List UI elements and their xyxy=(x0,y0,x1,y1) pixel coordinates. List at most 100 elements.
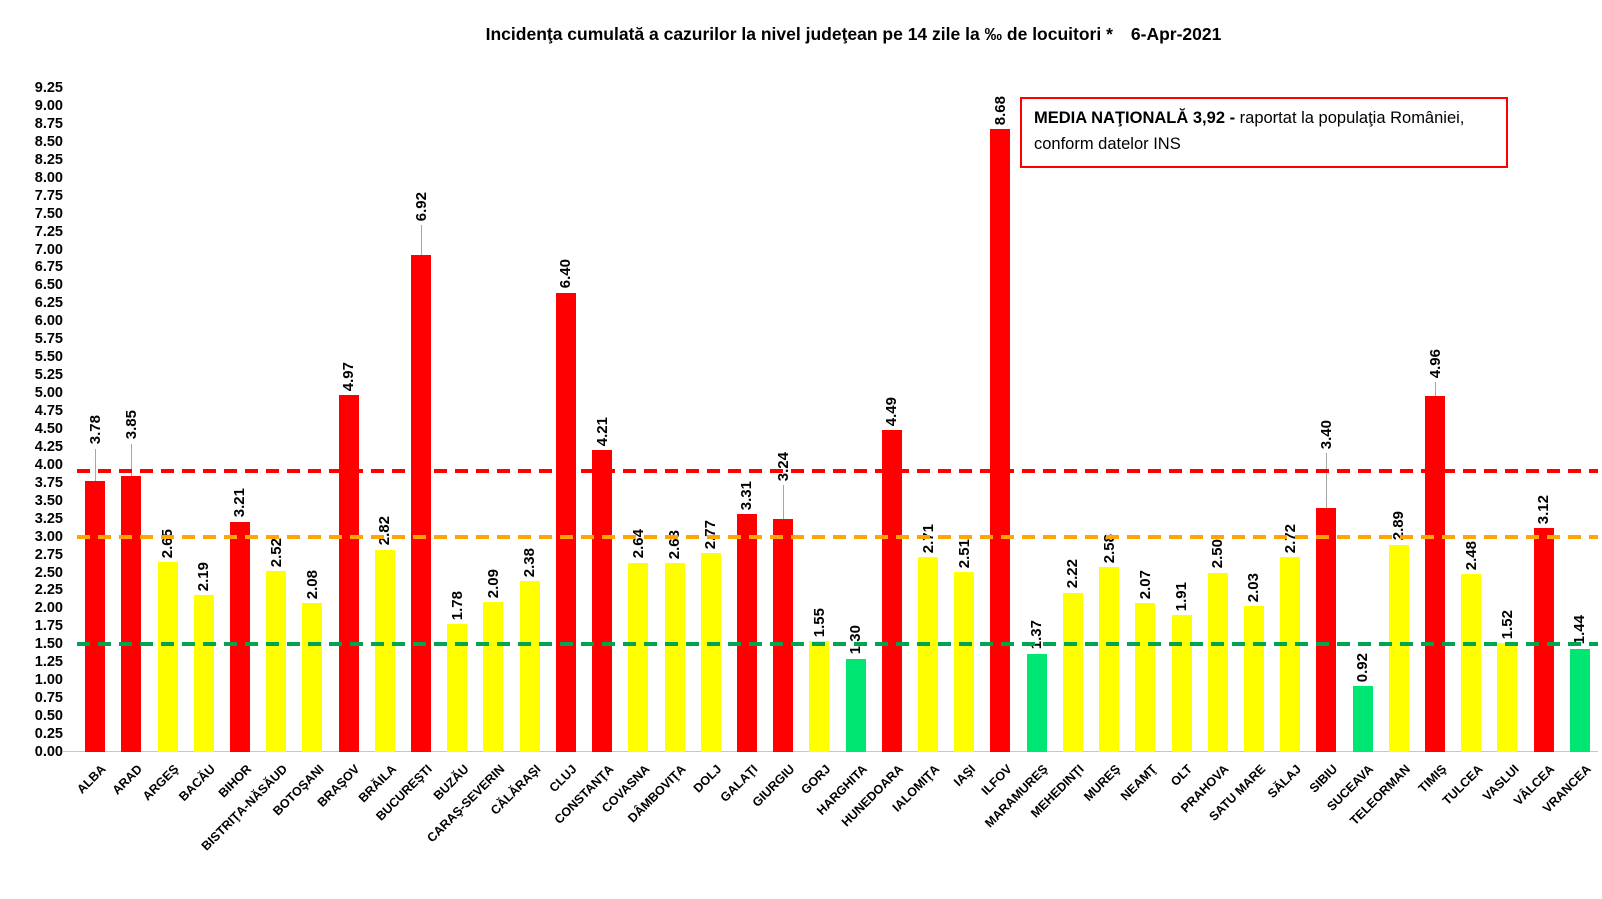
bar xyxy=(447,624,468,752)
bar xyxy=(1388,544,1409,752)
bar-value-label: 3.31 xyxy=(735,481,759,510)
bar-value-text: 2.07 xyxy=(1136,570,1154,600)
y-tick-label: 4.50 xyxy=(34,420,63,437)
bar-value-label: 1.78 xyxy=(445,591,469,620)
bar xyxy=(1352,685,1373,752)
y-tick-label: 1.75 xyxy=(34,618,63,635)
bar-value-text: 2.82 xyxy=(376,516,394,546)
y-tick-label: 7.50 xyxy=(34,205,63,222)
y-tick-label: 8.50 xyxy=(34,133,63,150)
bar xyxy=(773,519,794,752)
x-axis-label: IAŞI xyxy=(951,762,979,790)
bar xyxy=(121,475,142,752)
bar xyxy=(193,594,214,752)
bar-value-text: 2.22 xyxy=(1064,559,1082,589)
bar-value-text: 8.68 xyxy=(991,95,1009,125)
y-tick-label: 5.75 xyxy=(34,331,63,348)
y-tick-label: 5.50 xyxy=(34,349,63,366)
x-axis-label: DOLJ xyxy=(691,762,725,796)
bar xyxy=(918,557,939,752)
y-tick-label: 6.50 xyxy=(34,277,63,294)
bar-value-text: 6.92 xyxy=(412,192,430,222)
y-tick-label: 3.75 xyxy=(34,474,63,491)
value-leader-line xyxy=(421,225,423,256)
bar-value-label: 2.65 xyxy=(156,529,180,558)
y-tick-label: 8.75 xyxy=(34,115,63,132)
bar-value-text: 1.44 xyxy=(1571,615,1589,645)
bar-value-label: 1.91 xyxy=(1170,582,1194,611)
y-tick-label: 7.00 xyxy=(34,241,63,258)
x-axis-label: MARAMUREŞ xyxy=(982,762,1051,831)
x-axis-label: OLT xyxy=(1168,762,1196,789)
chart-date: 6-Apr-2021 xyxy=(1130,24,1222,44)
bar xyxy=(1135,603,1156,752)
bar xyxy=(809,640,830,752)
bar-value-label: 1.30 xyxy=(844,625,868,654)
x-axis-label: BACĂU xyxy=(175,762,218,804)
chart-title-row: Incidenţa cumulată a cazurilor la nivel … xyxy=(0,24,1602,45)
y-tick-label: 1.00 xyxy=(34,672,63,689)
y-axis: 0.00 0.25 0.50 0.75 1.00 1.25 1.50 1.75 2.00 2.25… xyxy=(0,0,63,899)
y-tick-label: 0.25 xyxy=(34,726,63,743)
y-tick-label: 3.50 xyxy=(34,492,63,509)
y-tick-label: 7.75 xyxy=(34,187,63,204)
x-axis-label: SIBIU xyxy=(1306,762,1341,796)
x-axis-label: GORJ xyxy=(798,762,834,797)
bar xyxy=(302,602,323,752)
bar-value-label: 1.52 xyxy=(1495,610,1519,639)
bar-value-label: 2.07 xyxy=(1133,570,1157,599)
bar-value-text: 2.03 xyxy=(1245,573,1263,603)
x-axis-baseline xyxy=(63,751,1598,752)
y-tick-label: 9.00 xyxy=(34,97,63,114)
bar-value-label: 2.48 xyxy=(1459,541,1483,570)
bar-value-label: 0.92 xyxy=(1351,653,1375,682)
bar xyxy=(881,429,902,752)
national-average-source: conform datelor INS xyxy=(1034,134,1181,153)
bar-value-text: 2.52 xyxy=(267,537,285,568)
bar xyxy=(1062,592,1083,752)
bar-value-label: 3.24 xyxy=(771,452,795,481)
x-axis-label: ARGEŞ xyxy=(140,762,182,804)
y-tick-label: 6.00 xyxy=(34,313,63,330)
x-axis-label: CLUJ xyxy=(546,762,580,795)
bar xyxy=(411,255,432,752)
y-tick-label: 3.00 xyxy=(34,528,63,545)
bar xyxy=(736,514,757,752)
bar-value-text: 2.19 xyxy=(195,561,213,591)
y-tick-label: 8.25 xyxy=(34,151,63,168)
bar xyxy=(1533,528,1554,752)
bar-value-text: 1.30 xyxy=(847,625,865,655)
y-tick-label: 1.50 xyxy=(34,636,63,653)
bar xyxy=(555,292,576,752)
bar-value-text: 4.49 xyxy=(883,396,901,426)
bar-value-text: 3.85 xyxy=(122,410,140,440)
bar-value-text: 3.31 xyxy=(738,481,756,511)
bar-value-label: 2.82 xyxy=(373,516,397,545)
bar xyxy=(374,549,395,752)
bar xyxy=(1207,572,1228,752)
bar xyxy=(483,601,504,752)
bar-value-text: 3.24 xyxy=(774,452,792,482)
bar xyxy=(990,128,1011,752)
bar-value-label: 2.08 xyxy=(300,570,324,599)
bar-value-text: 2.51 xyxy=(955,538,973,568)
bar-value-label: 2.38 xyxy=(518,548,542,577)
bar-value-text: 1.55 xyxy=(810,607,828,637)
y-tick-label: 4.75 xyxy=(34,403,63,420)
bar-value-label: 6.92 xyxy=(409,192,433,221)
y-tick-label: 0.50 xyxy=(34,708,63,725)
chart-title: Incidenţa cumulată a cazurilor la nivel … xyxy=(485,24,1113,44)
reference-line-yellow-threshold xyxy=(77,642,1598,647)
national-average-text: raportat la populaţia României, xyxy=(1235,109,1465,127)
bar xyxy=(338,395,359,752)
bar-value-label: 2.71 xyxy=(916,524,940,553)
bar xyxy=(1425,395,1446,752)
bar xyxy=(519,581,540,752)
bar-value-text: 4.96 xyxy=(1426,348,1444,378)
x-axis-label: TIMIŞ xyxy=(1415,762,1449,796)
bar xyxy=(157,561,178,752)
bar-value-text: 2.50 xyxy=(1209,539,1227,569)
bar-value-text: 2.48 xyxy=(1462,540,1480,570)
bar-value-text: 3.21 xyxy=(231,488,249,518)
